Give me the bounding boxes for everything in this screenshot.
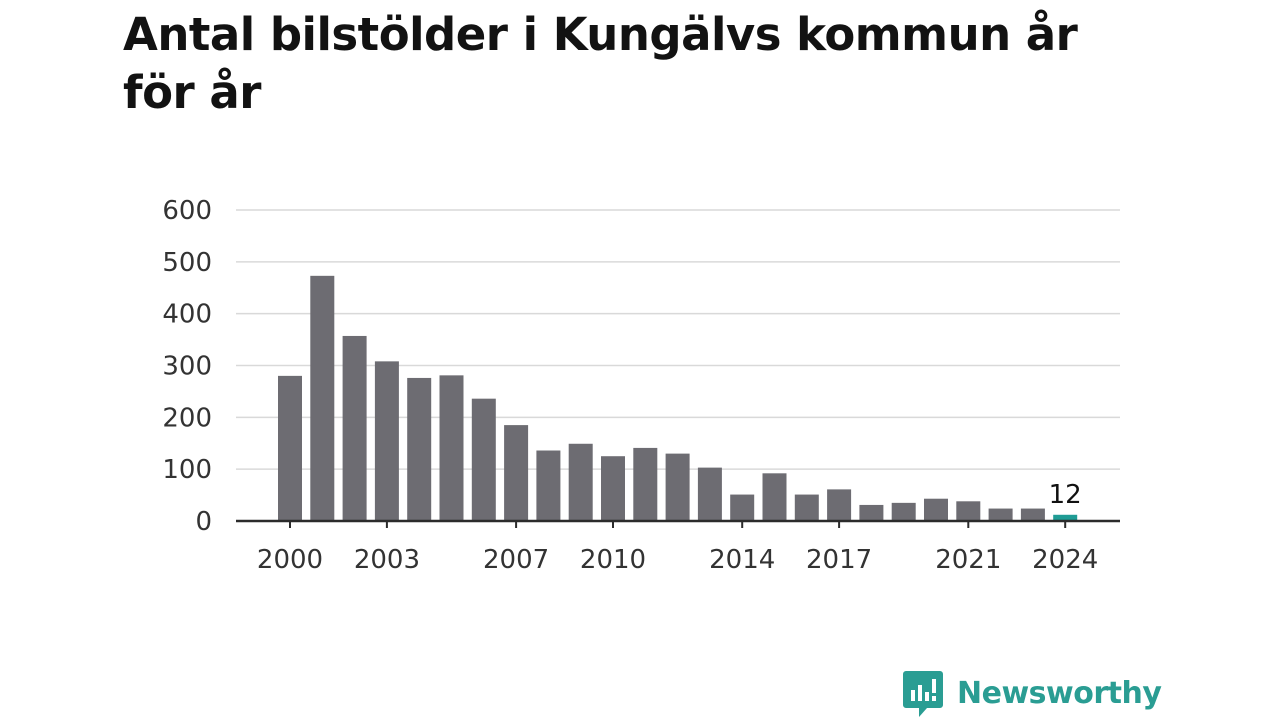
x-tick-label: 2014 [709, 545, 775, 575]
brand-name: Newsworthy [957, 676, 1162, 711]
bar [568, 443, 593, 521]
bar [891, 502, 916, 521]
bar [697, 467, 722, 521]
y-tick-label: 100 [162, 455, 212, 485]
bar [504, 425, 529, 521]
y-tick-label: 200 [162, 403, 212, 433]
bar [730, 494, 755, 521]
bar [762, 473, 787, 521]
x-tick-label: 2000 [257, 545, 323, 575]
bar [633, 447, 658, 521]
chart-title: Antal bilstölder i Kungälvs kommun år fö… [123, 8, 1078, 119]
bar [827, 489, 852, 521]
bar [988, 508, 1013, 521]
y-tick-label: 600 [162, 196, 212, 226]
x-tick-label: 2003 [354, 545, 420, 575]
y-tick-label: 500 [162, 248, 212, 278]
bar [310, 275, 335, 521]
bar [859, 504, 884, 521]
bar [278, 375, 302, 521]
y-tick-label: 0 [195, 507, 212, 537]
bar-highlight [1053, 514, 1078, 521]
bar [601, 456, 625, 521]
bar [665, 453, 690, 521]
bar [956, 501, 981, 521]
x-tick-label: 2024 [1032, 545, 1098, 575]
bar [471, 398, 496, 521]
y-tick-label: 400 [162, 300, 212, 330]
bar [407, 377, 432, 521]
bar [924, 498, 948, 521]
grid-lines [236, 209, 1120, 470]
x-tick-label: 2021 [935, 545, 1001, 575]
newsworthy-logo-icon [903, 671, 943, 717]
y-tick-label: 300 [162, 352, 212, 382]
bar [536, 450, 561, 521]
highlight-value-label: 12 [1049, 480, 1082, 510]
bar [794, 494, 819, 521]
x-axis-ticks: 2000 2003 2007 2010 2014 2017 2021 2024 [257, 521, 1098, 575]
brand: Newsworthy [903, 670, 1162, 718]
bars [278, 275, 1078, 521]
x-tick-label: 2017 [806, 545, 872, 575]
bar [439, 375, 464, 521]
data-labels: 12 [1049, 480, 1082, 510]
y-axis-ticks: 0 100 200 300 400 500 600 [162, 196, 212, 537]
x-tick-label: 2010 [580, 545, 646, 575]
bar [342, 335, 367, 521]
bar [1020, 508, 1045, 521]
bar [374, 361, 399, 521]
x-tick-label: 2007 [483, 545, 549, 575]
